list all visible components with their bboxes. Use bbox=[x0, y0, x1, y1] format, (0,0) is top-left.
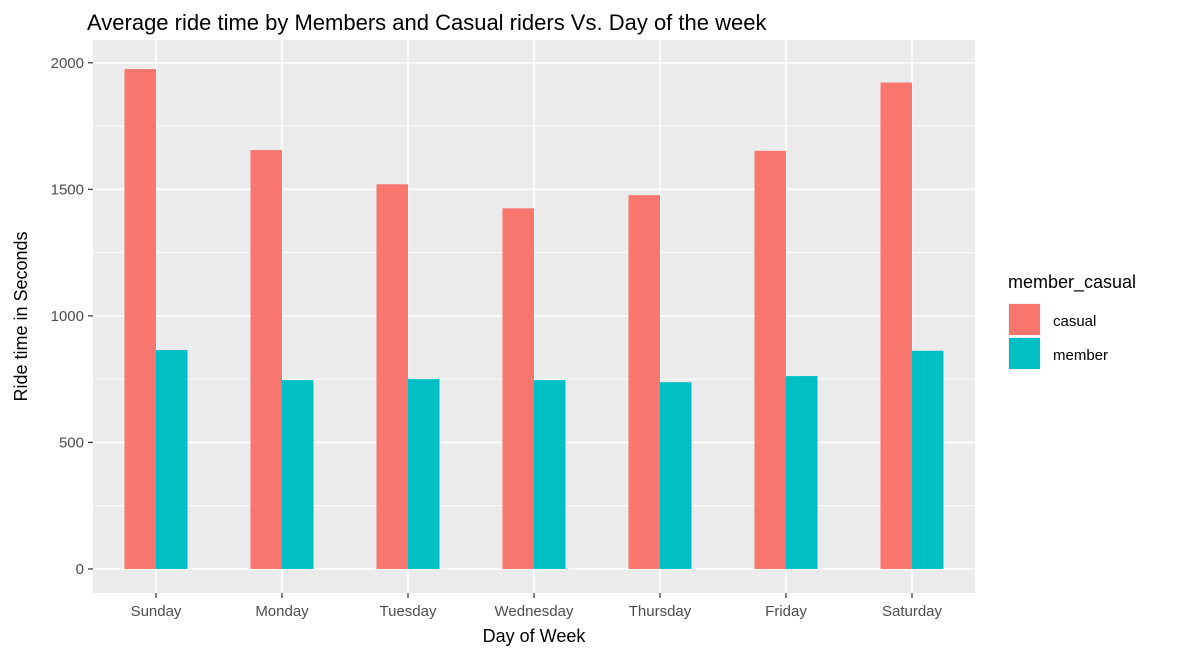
x-tick-label-tuesday: Tuesday bbox=[380, 603, 437, 620]
legend-swatch-casual bbox=[1009, 304, 1040, 335]
legend-title: member_casual bbox=[1008, 272, 1136, 293]
y-axis: 0 500 1000 1500 2000 bbox=[51, 55, 93, 578]
legend-label-casual: casual bbox=[1053, 313, 1096, 330]
x-tick-label-monday: Monday bbox=[255, 603, 309, 620]
x-tick-label-sunday: Sunday bbox=[131, 603, 182, 620]
bar-casual-sunday bbox=[124, 69, 156, 569]
x-axis-title: Day of Week bbox=[483, 626, 587, 646]
bar-casual-saturday bbox=[880, 82, 912, 569]
bar-casual-wednesday bbox=[502, 208, 534, 569]
bar-member-thursday bbox=[660, 382, 692, 569]
bar-member-monday bbox=[282, 380, 314, 569]
bar-member-wednesday bbox=[534, 380, 566, 569]
bars bbox=[124, 69, 944, 569]
bar-casual-thursday bbox=[628, 195, 660, 569]
x-axis: Sunday Monday Tuesday Wednesday Thursday Frid… bbox=[131, 593, 943, 620]
chart-title: Average ride time by Members and Casual … bbox=[87, 10, 767, 35]
legend: member_casual casual member bbox=[1008, 272, 1136, 370]
bar-casual-tuesday bbox=[376, 184, 408, 569]
bar-member-tuesday bbox=[408, 379, 440, 569]
x-tick-label-friday: Friday bbox=[765, 603, 807, 620]
y-tick-label: 1000 bbox=[51, 308, 84, 325]
y-tick-label: 0 bbox=[76, 561, 84, 578]
x-tick-label-saturday: Saturday bbox=[882, 603, 943, 620]
legend-swatch-member bbox=[1009, 338, 1040, 369]
bar-member-friday bbox=[786, 376, 818, 569]
y-tick-label: 500 bbox=[59, 434, 84, 451]
y-axis-title: Ride time in Seconds bbox=[11, 231, 31, 401]
bar-member-saturday bbox=[912, 350, 944, 569]
bar-casual-friday bbox=[754, 150, 786, 569]
y-tick-label: 1500 bbox=[51, 181, 84, 198]
x-tick-label-thursday: Thursday bbox=[629, 603, 692, 620]
y-tick-label: 2000 bbox=[51, 55, 84, 72]
legend-label-member: member bbox=[1053, 347, 1108, 364]
bar-member-sunday bbox=[156, 350, 188, 569]
x-tick-label-wednesday: Wednesday bbox=[495, 603, 574, 620]
bar-casual-monday bbox=[250, 150, 282, 569]
